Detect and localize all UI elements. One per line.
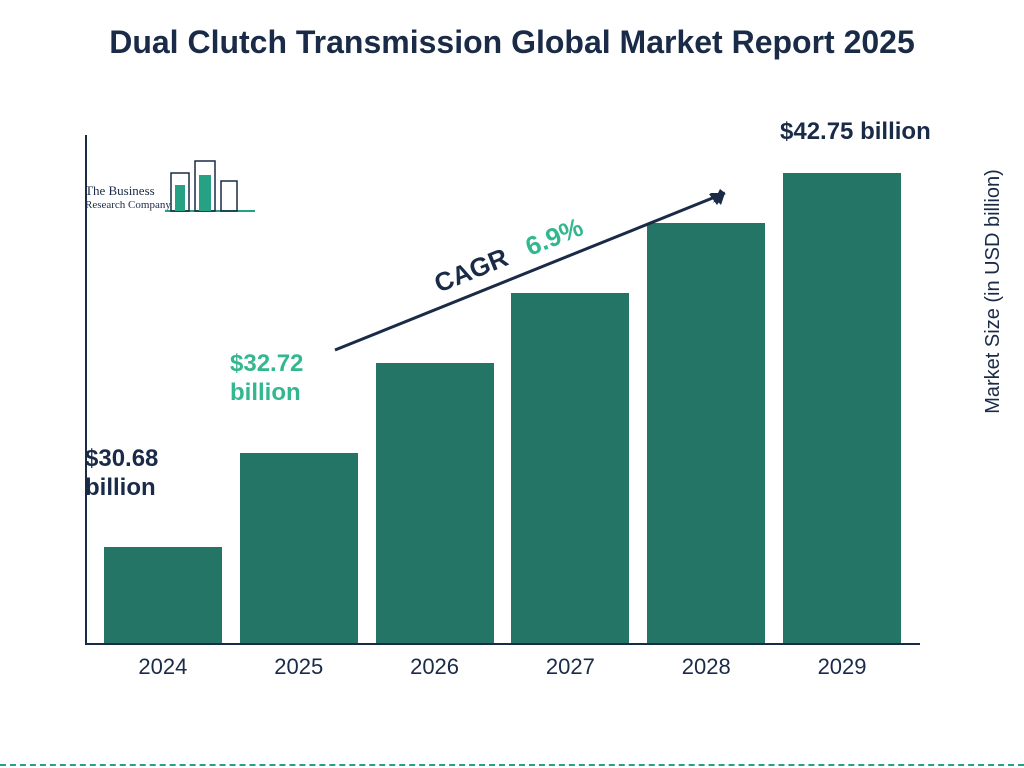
bar-2025	[240, 453, 358, 643]
xlabel: 2025	[240, 650, 358, 680]
xlabel: 2026	[376, 650, 494, 680]
bar-2029	[783, 173, 901, 643]
x-labels: 2024 2025 2026 2027 2028 2029	[85, 650, 920, 680]
y-axis-label: Market Size (in USD billion)	[983, 169, 1006, 414]
value-line1: $32.72	[230, 350, 303, 379]
xlabel: 2027	[511, 650, 629, 680]
bar-2026	[376, 363, 494, 643]
cagr-arrow-icon	[325, 185, 745, 365]
bar	[783, 173, 901, 643]
bottom-dashed-divider	[0, 764, 1024, 766]
value-line1: $42.75 billion	[780, 118, 931, 147]
xlabel: 2028	[647, 650, 765, 680]
cagr-annotation: CAGR 6.9%	[325, 185, 745, 355]
x-axis	[85, 643, 920, 645]
bar	[240, 453, 358, 643]
bar	[376, 363, 494, 643]
bar	[104, 547, 222, 643]
value-label-2025: $32.72 billion	[230, 350, 303, 408]
value-label-2024: $30.68 billion	[85, 445, 158, 503]
xlabel: 2029	[783, 650, 901, 680]
value-line1: $30.68	[85, 445, 158, 474]
bar-2024	[104, 547, 222, 643]
chart-title: Dual Clutch Transmission Global Market R…	[0, 22, 1024, 62]
xlabel: 2024	[104, 650, 222, 680]
value-line2: billion	[85, 474, 158, 503]
value-line2: billion	[230, 379, 303, 408]
value-label-2029: $42.75 billion	[780, 118, 931, 147]
